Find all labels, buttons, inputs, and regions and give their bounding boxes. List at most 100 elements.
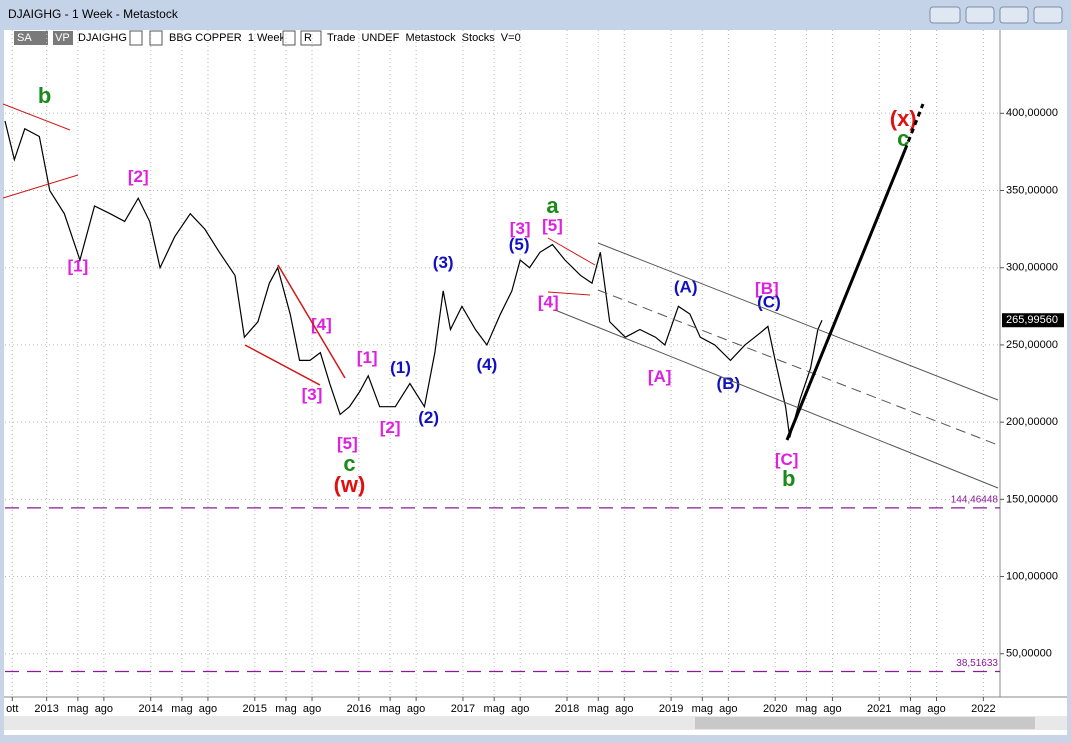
x-tick-label: mag: [379, 703, 400, 715]
wave-label: (A): [674, 278, 698, 297]
wave-label: (2): [418, 408, 439, 427]
wave-label: [C]: [775, 450, 799, 469]
wave-label: [1]: [357, 348, 378, 367]
x-tick-label: ago: [615, 703, 633, 715]
x-tick-label: 2018: [555, 703, 579, 715]
plot: 50,00000 100,00000 150,00000 200,00000 250,0…: [4, 30, 1064, 715]
wave-label: a: [546, 193, 559, 218]
x-tick-label: 2021: [867, 703, 891, 715]
x-tick-label: ott: [6, 703, 18, 715]
wave-label: (x): [890, 106, 917, 131]
trend-line: [277, 264, 346, 379]
x-tick-label: mag: [275, 703, 296, 715]
price-line: [4, 120, 823, 438]
channel-line: [597, 289, 999, 446]
toolbar-item: VP: [55, 32, 70, 44]
dropdown[interactable]: [149, 30, 163, 46]
wave-label: b: [782, 466, 795, 491]
channel-line: [597, 242, 999, 401]
x-tick-label: mag: [588, 703, 609, 715]
y-tick-label: 150,00000: [1006, 493, 1058, 505]
wave-label: [1]: [67, 257, 88, 276]
x-tick-label: 2022: [971, 703, 995, 715]
toolbar-item: SA: [17, 32, 32, 44]
wave-label: (w): [334, 472, 366, 497]
x-tick-label: ago: [511, 703, 529, 715]
x-tick-label: mag: [67, 703, 88, 715]
x-tick-label: 2019: [659, 703, 683, 715]
toolbar-item: Trade UNDEF Metastock Stocks V=0: [327, 32, 521, 44]
y-tick-label: 300,00000: [1006, 262, 1058, 274]
wave-label: [A]: [648, 367, 672, 386]
wave-label: (C): [757, 293, 781, 312]
y-tick-label: 350,00000: [1006, 184, 1058, 196]
wave-label: [3]: [510, 219, 531, 238]
wave-label: (5): [509, 235, 530, 254]
x-tick-label: ago: [927, 703, 945, 715]
wave-label: (4): [476, 355, 497, 374]
vp-button[interactable]: [53, 31, 73, 45]
x-tick-label: 2020: [763, 703, 787, 715]
x-tick-label: ago: [95, 703, 113, 715]
x-tick-label: ago: [823, 703, 841, 715]
wave-label: b: [38, 83, 51, 108]
wave-label: [2]: [380, 418, 401, 437]
wave-label: [B]: [755, 279, 779, 298]
y-tick-label: 400,00000: [1006, 107, 1058, 119]
level-label: 38,51633: [956, 658, 998, 669]
toolbar-item: R: [304, 32, 312, 44]
trend-line: [2, 103, 71, 131]
y-tick-label: 100,00000: [1006, 570, 1058, 582]
wave-label: (1): [390, 358, 411, 377]
x-tick-label: mag: [692, 703, 713, 715]
toolbar-item: BBG COPPER 1 Week: [169, 32, 285, 44]
wave-label: [4]: [311, 315, 332, 334]
channel-line: [554, 309, 999, 489]
toolbar-item: DJAIGHG: [78, 32, 127, 44]
x-tick-label: 2015: [243, 703, 267, 715]
x-tick-label: mag: [796, 703, 817, 715]
y-tick-label: 200,00000: [1006, 416, 1058, 428]
wave-label: [5]: [542, 216, 563, 235]
x-tick-label: mag: [171, 703, 192, 715]
sa-button[interactable]: [14, 31, 48, 45]
x-tick-label: mag: [483, 703, 504, 715]
trend-line: [244, 344, 321, 386]
wave-label: (3): [433, 253, 454, 272]
x-tick-label: 2017: [451, 703, 475, 715]
drawing-tools: [2, 103, 999, 489]
window-title: DJAIGHG - 1 Week - Metastock: [8, 7, 179, 21]
wave-label: [4]: [538, 293, 559, 312]
y-tick-label: 250,00000: [1006, 339, 1058, 351]
last-price-box: [1002, 313, 1064, 328]
trend-line: [547, 237, 596, 266]
y-tick-label: 50,00000: [1006, 648, 1052, 660]
x-tick-label: ago: [719, 703, 737, 715]
wave-label: c: [343, 451, 355, 476]
x-tick-label: 2013: [34, 703, 58, 715]
trend-line: [547, 291, 591, 296]
wave-label: [2]: [128, 167, 149, 186]
dropdown[interactable]: [129, 30, 143, 46]
wave-label: (B): [717, 374, 741, 393]
x-tick-label: 2016: [347, 703, 371, 715]
x-tick-label: ago: [407, 703, 425, 715]
restore-button[interactable]: [929, 6, 961, 24]
x-tick-label: 2014: [138, 703, 162, 715]
projection-line: [785, 149, 907, 441]
dropdown[interactable]: [282, 30, 296, 46]
x-tick-label: ago: [303, 703, 321, 715]
minimize-button[interactable]: [965, 6, 995, 24]
title-bar: [0, 0, 1071, 30]
level-label: 144,46448: [951, 495, 999, 506]
scrollbar-thumb[interactable]: [695, 717, 1035, 729]
trend-line: [2, 174, 79, 199]
chart-area: [4, 30, 1067, 735]
maximize-button[interactable]: [999, 6, 1029, 24]
r-button[interactable]: [300, 30, 322, 46]
wave-label: c: [897, 126, 909, 151]
close-button[interactable]: [1033, 6, 1063, 24]
last-price-label: 265,99560: [1006, 314, 1058, 326]
